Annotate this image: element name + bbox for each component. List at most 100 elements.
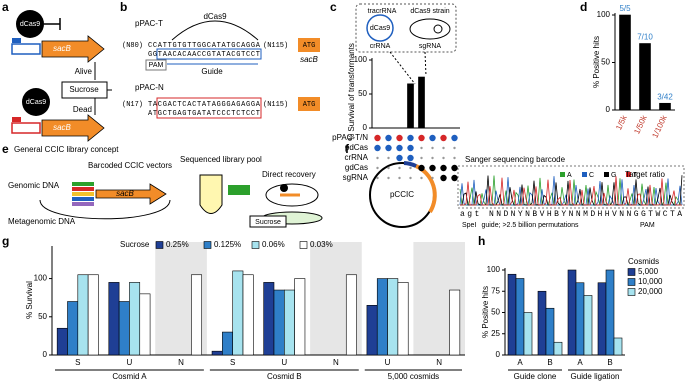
crrna: crRNA	[370, 43, 391, 50]
genomic: Genomic DNA	[8, 181, 60, 190]
guide-box	[156, 48, 262, 60]
atg-box	[298, 97, 320, 111]
value-label: 7/10	[637, 33, 653, 42]
gene-arc	[415, 164, 437, 214]
matrix-dot	[409, 166, 412, 170]
matrix-label: pdCas	[345, 143, 368, 152]
spacer: (N80)	[122, 42, 143, 50]
bar	[449, 289, 461, 356]
bar	[366, 305, 378, 356]
panel-label: b	[120, 0, 127, 14]
panel-c-inset: tracrRNA dCas9 crRNA dCas9 strain sgRNA	[355, 3, 457, 85]
guide: Guide	[201, 67, 223, 76]
matrix-dot	[396, 144, 403, 152]
y-tick-label: 50	[601, 58, 610, 67]
panel-label: a	[2, 0, 9, 14]
bar	[515, 278, 525, 356]
panel-e: General CCIC library concept Barcoded CC…	[8, 145, 323, 228]
sequence: TACGACTCACTATAGGGAGAGGA	[148, 101, 261, 109]
title: Sanger sequencing barcode	[465, 155, 566, 164]
bar	[659, 102, 671, 111]
matrix-dot	[407, 134, 414, 142]
y-tick-label: 50	[38, 312, 47, 321]
recovery: Direct recovery	[262, 170, 316, 179]
x-tick-label: U	[281, 358, 287, 367]
atg: ATG	[303, 42, 316, 50]
y-tick-label: 50	[491, 308, 500, 317]
y-axis-label: % Survival of transformants	[347, 43, 356, 141]
atg-box	[298, 38, 320, 52]
matrix-dot	[418, 134, 425, 142]
matrix-dot	[385, 134, 392, 142]
bar	[619, 14, 631, 111]
legend-label: 5,000	[638, 267, 659, 276]
barcode	[72, 202, 94, 206]
matrix-dot	[451, 134, 458, 142]
matrix-dot	[409, 176, 412, 180]
matrix-dot	[440, 164, 447, 172]
leader	[389, 51, 427, 85]
matrix-dot	[440, 134, 447, 142]
dcas9: dCas9	[203, 12, 227, 21]
bar	[263, 282, 275, 356]
legend-swatch	[627, 278, 636, 286]
bar	[605, 269, 615, 356]
sequence: GGTAACACAACCGTATACGTCCT	[148, 51, 260, 59]
pam: PAM	[149, 62, 164, 69]
base-swatch	[582, 172, 587, 177]
group-label: Guide ligation	[571, 372, 620, 381]
construct: pPAC-N	[135, 83, 164, 92]
y-tick-label: 100	[34, 274, 48, 283]
bar	[407, 83, 414, 129]
base-swatch	[604, 172, 609, 177]
legend-label: 20,000	[638, 287, 663, 296]
legend-label: 0.06%	[262, 240, 285, 249]
group-label: Cosmid A	[112, 372, 147, 381]
x-tick-label: U	[127, 358, 133, 367]
gene-arrow	[41, 35, 105, 63]
legend-swatch	[203, 241, 212, 249]
dcas9	[280, 184, 288, 192]
construct: pPAC-T	[135, 19, 163, 28]
sgrna: sgRNA	[419, 43, 442, 50]
base-label: G	[611, 172, 616, 179]
sequence: ATGCTGAGTGATATCCCTCTCCT	[148, 110, 260, 118]
bar	[345, 274, 357, 356]
guide-box	[11, 43, 41, 55]
promoter	[12, 117, 21, 122]
matrix-dot	[387, 176, 390, 180]
bar	[537, 290, 547, 356]
spacer: (N115)	[263, 101, 288, 109]
barcode	[72, 187, 94, 191]
base-label: A	[567, 172, 572, 179]
x-tick-label: B	[607, 358, 612, 367]
bar	[139, 293, 151, 356]
matrix-label: gdCas	[345, 163, 368, 172]
cell	[265, 183, 319, 207]
x-axis-label: Target ratio	[625, 170, 666, 179]
matrix-dot	[420, 176, 423, 180]
matrix-dot	[387, 166, 390, 170]
matrix-dot	[407, 154, 414, 162]
tracrrna: tracrRNA	[368, 8, 397, 15]
guide-box	[156, 97, 262, 119]
strain: dCas9 strain	[410, 8, 449, 15]
arrow	[94, 62, 112, 91]
x-tick-label: 1/100k	[650, 113, 669, 139]
y-tick-label: 100	[354, 55, 368, 64]
legend-swatch	[251, 241, 260, 249]
bar	[67, 301, 79, 356]
matrix-dot	[387, 156, 390, 160]
matrix-dot	[376, 156, 379, 160]
bar	[273, 289, 285, 356]
group-label: 5,000 cosmids	[388, 372, 440, 381]
promoter	[12, 38, 21, 43]
matrix-dot	[396, 154, 403, 162]
bar	[567, 269, 577, 356]
matrix-dot	[376, 176, 379, 180]
legend-title: Cosmids	[628, 257, 659, 266]
matrix-dot	[418, 164, 425, 172]
bar	[387, 278, 399, 356]
y-axis-label: % Survival	[25, 281, 34, 319]
matrix-dot	[396, 134, 403, 142]
